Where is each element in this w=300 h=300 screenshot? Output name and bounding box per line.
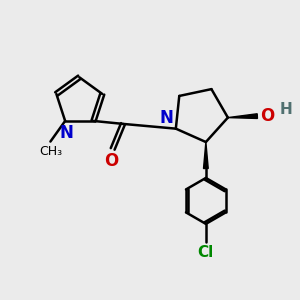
Polygon shape [203,142,208,169]
Polygon shape [228,114,257,118]
Text: H: H [279,102,292,117]
Text: O: O [104,152,118,170]
Text: N: N [160,109,173,127]
Text: N: N [60,124,74,142]
Text: O: O [260,107,274,125]
Text: CH₃: CH₃ [39,145,62,158]
Text: Cl: Cl [198,245,214,260]
